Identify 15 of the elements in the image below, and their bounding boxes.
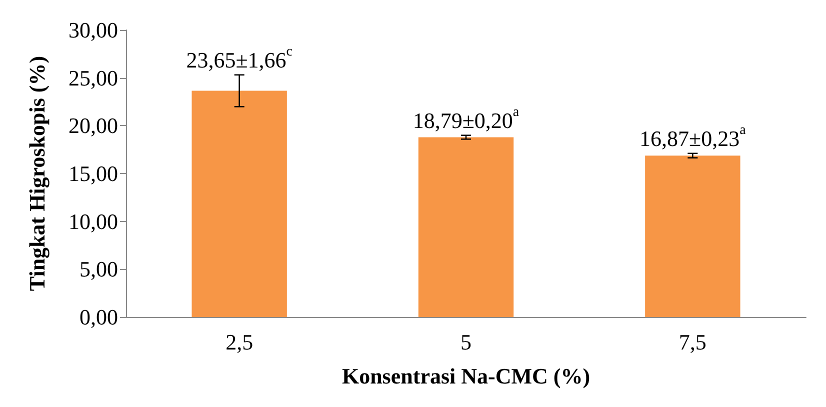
y-tick-label: 30,00 xyxy=(68,18,118,42)
y-tick-label: 20,00 xyxy=(68,113,118,138)
x-axis-title: Konsentrasi Na-CMC (%) xyxy=(342,364,590,388)
y-tick-label: 25,00 xyxy=(68,65,118,90)
y-tick-label: 10,00 xyxy=(68,208,118,234)
x-tick-label: 7,5 xyxy=(678,330,706,354)
bar xyxy=(192,90,287,317)
bar xyxy=(418,137,514,317)
x-tick-label: 2,5 xyxy=(226,330,254,354)
y-tick-label: 0,00 xyxy=(80,304,118,330)
y-tick-label: 15,00 xyxy=(68,161,118,186)
y-axis-title: Tingkat Higroskopis (%) xyxy=(24,56,50,292)
y-tick-label: 5,00 xyxy=(80,256,118,282)
bar xyxy=(645,156,740,317)
x-tick-label: 5 xyxy=(460,330,472,354)
